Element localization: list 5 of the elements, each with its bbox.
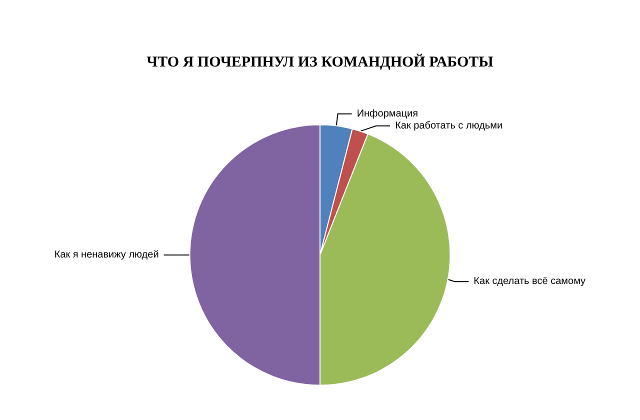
slice-label: Как сделать всё самому [474,276,586,288]
slice-label: Как работать с людьми [395,120,503,132]
slice-label: Как я ненавижу людей [54,250,159,260]
chart-title: ЧТО Я ПОЧЕРПНУЛ ИЗ КОМАНДНОЙ РАБОТЫ [146,54,494,70]
slice-label: Информация [356,108,418,120]
